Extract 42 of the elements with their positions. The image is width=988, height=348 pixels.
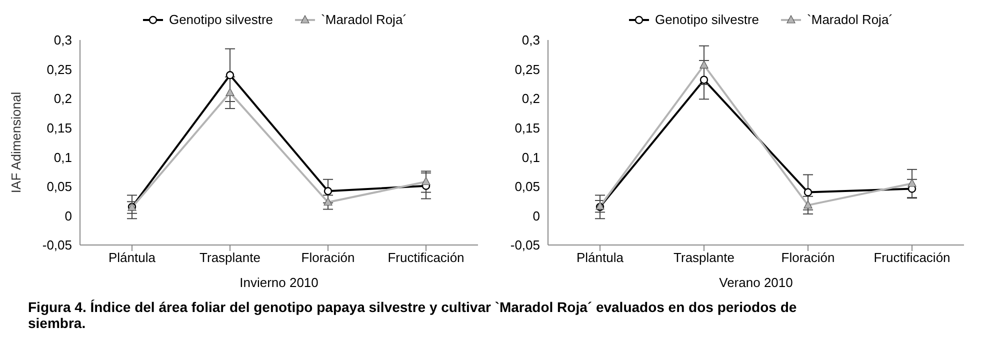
x-tick-label: Trasplante (200, 250, 260, 266)
x-tick-label: Fructificación (874, 250, 950, 266)
y-tick-label: 0,2 (522, 91, 540, 106)
point (226, 88, 234, 96)
y-tick-label: -0,05 (510, 238, 540, 253)
point (324, 197, 332, 206)
y-tick-label: 0,15 (46, 120, 72, 136)
x-tick-label: Plántula (108, 250, 156, 266)
legend-label: Genotipo silvestre (168, 12, 274, 27)
point (226, 71, 234, 80)
y-tick-label: 0,25 (46, 62, 72, 77)
y-tick-label: 0,2 (54, 91, 72, 106)
y-tick-label: 0,25 (514, 62, 540, 77)
x-tick-label: Fructificación (388, 250, 464, 266)
y-tick-label: 0,3 (522, 32, 540, 48)
x-tick-label: Plántula (576, 250, 624, 266)
y-tick-label: 0,1 (522, 150, 540, 165)
y-tick-label: 0,05 (46, 179, 72, 194)
legend-label: `Maradol Roja´ (806, 12, 894, 27)
legend-label: `Maradol Roja´ (320, 12, 408, 27)
y-tick-label: 0 (64, 208, 72, 224)
x-tick-label: Trasplante (674, 250, 734, 266)
point (324, 187, 332, 196)
point (422, 176, 430, 186)
x-tick-label: Floración (301, 250, 355, 266)
y-tick-label: 0,3 (54, 32, 72, 48)
y-tick-label: 0,05 (514, 179, 540, 194)
text: Figura 4. Índice del área foliar del genotipo papaya silvestre y cultivar `Maradol Roja´ evaluados en dos periodos de siembra. (27, 299, 798, 331)
x-tick-label: Floración (781, 250, 835, 266)
point (804, 188, 812, 196)
legend-label: Genotipo silvestre (654, 12, 760, 27)
point (700, 76, 708, 84)
y-tick-label: 0 (532, 208, 540, 224)
y-axis-title: IAF Adimensional (8, 92, 24, 194)
y-tick-label: -0,05 (42, 238, 72, 253)
point (804, 200, 812, 208)
y-tick-label: 0,15 (514, 120, 540, 136)
x-axis-title: Invierno 2010 (240, 275, 318, 290)
y-tick-label: 0,1 (54, 150, 72, 165)
point (700, 60, 708, 68)
x-axis-title: Verano 2010 (719, 275, 793, 290)
point (908, 178, 916, 187)
